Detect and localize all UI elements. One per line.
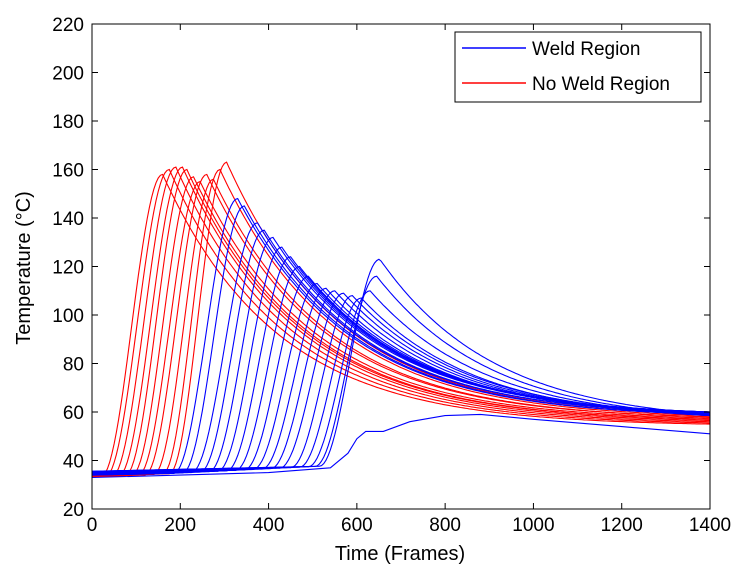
- x-tick-label: 1000: [512, 515, 554, 536]
- no-weld-region-line: [92, 166, 711, 478]
- no-weld-region-line: [91, 168, 711, 478]
- x-axis-label: Time (Frames): [335, 543, 465, 565]
- y-tick-label: 40: [63, 452, 84, 473]
- y-tick-label: 100: [52, 306, 84, 327]
- x-tick-label: 200: [164, 515, 196, 536]
- legend-label-weld: Weld Region: [532, 39, 640, 60]
- y-tick-label: 140: [52, 209, 84, 230]
- no-weld-region-line: [92, 173, 710, 478]
- y-tick-label: 60: [63, 403, 84, 424]
- y-axis-label: Temperature (°C): [13, 191, 35, 345]
- y-axis-ticks: 20 40 60 80 100 120 140 160 180 200 220: [52, 15, 710, 521]
- y-tick-label: 160: [52, 161, 84, 182]
- y-tick-label: 20: [63, 500, 84, 521]
- weld-region-line: [92, 258, 711, 472]
- no-weld-region-line: [92, 173, 711, 477]
- no-weld-region-line: [92, 168, 710, 478]
- no-weld-region-line: [91, 178, 711, 477]
- x-tick-label: 600: [341, 515, 373, 536]
- legend-label-noweld: No Weld Region: [532, 74, 670, 95]
- plot-lines: [91, 161, 711, 479]
- y-tick-label: 220: [52, 15, 84, 36]
- weld-region-outlier-line: [91, 413, 711, 479]
- x-tick-label: 1400: [689, 515, 731, 536]
- y-tick-label: 180: [52, 112, 84, 133]
- y-tick-label: 80: [63, 355, 84, 376]
- no-weld-region-line: [91, 176, 711, 477]
- y-tick-label: 120: [52, 258, 84, 279]
- no-weld-region-line: [92, 168, 710, 477]
- no-weld-region-line: [92, 180, 711, 477]
- weld-region-line: [92, 229, 711, 476]
- x-tick-label: 0: [87, 515, 98, 536]
- legend-box: [454, 31, 702, 103]
- weld-region-line: [91, 205, 710, 476]
- legend: Weld Region No Weld Region: [454, 31, 702, 103]
- x-axis-ticks: 0 200 400 600 800 1000 1200 1400: [87, 24, 731, 536]
- x-tick-label: 800: [429, 515, 461, 536]
- no-weld-region-line: [92, 166, 710, 478]
- weld-region-line: [92, 197, 710, 476]
- y-tick-label: 200: [52, 64, 84, 85]
- weld-region-line: [92, 265, 711, 475]
- x-tick-label: 400: [253, 515, 285, 536]
- x-tick-label: 1200: [601, 515, 643, 536]
